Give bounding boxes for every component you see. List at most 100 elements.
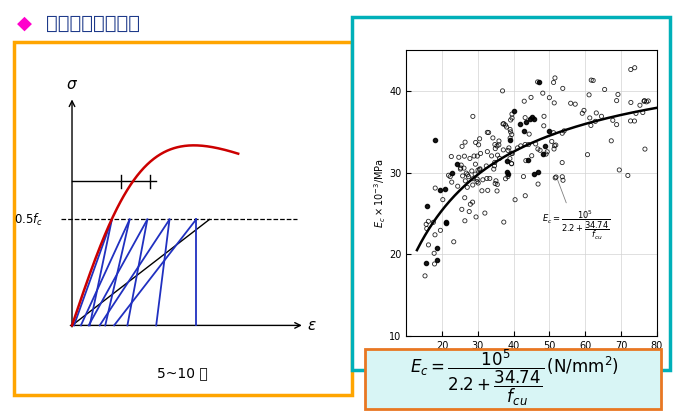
Point [430,137,441,144]
Point [582,151,593,158]
Point [462,171,473,178]
Point [462,184,473,191]
Point [591,110,602,116]
Point [548,146,559,152]
Point [445,173,456,180]
Point [464,155,475,162]
Point [437,196,448,203]
Point [482,187,493,194]
Point [459,194,470,201]
Point [486,152,497,159]
Point [500,176,511,182]
Point [611,121,622,128]
Text: $\varepsilon$: $\varepsilon$ [307,318,317,333]
Point [492,152,503,158]
Point [475,150,486,157]
Point [530,141,541,147]
Point [550,142,561,148]
Point [487,134,498,141]
Point [506,115,517,121]
Point [502,168,512,175]
Point [463,173,474,180]
Point [429,250,439,257]
Point [634,102,645,109]
Point [489,141,500,148]
Point [482,148,493,155]
Point [548,129,559,136]
Point [515,121,526,128]
Point [544,128,554,134]
Point [558,177,569,184]
Point [556,159,567,166]
Point [549,142,560,149]
Point [533,168,544,175]
Point [518,173,529,180]
Point [626,66,636,73]
Point [630,64,640,71]
Point [565,100,576,107]
Point [454,154,464,160]
Point [533,181,544,187]
Point [430,185,441,192]
Point [529,116,540,122]
Point [435,227,446,234]
Point [504,126,515,133]
Point [630,110,641,117]
Point [494,138,504,144]
Point [525,94,536,101]
Point [456,162,466,168]
FancyBboxPatch shape [352,17,670,370]
Point [611,97,622,104]
Point [461,170,472,176]
Point [497,87,508,94]
Point [429,260,440,267]
Point [504,144,515,151]
Point [502,158,512,164]
Point [607,117,618,123]
Point [521,157,531,164]
Point [473,142,484,148]
Point [548,79,559,86]
Point [512,144,523,151]
Point [492,143,502,150]
Point [477,176,488,183]
Point [446,170,457,177]
Point [626,99,636,106]
Point [557,85,568,92]
Point [474,166,485,173]
Point [507,150,518,157]
Point [452,183,463,189]
Point [451,160,462,167]
Point [535,147,546,154]
Point [459,153,470,160]
Point [596,113,607,120]
Point [539,113,550,120]
Point [520,192,531,199]
Point [460,139,471,145]
Point [470,171,481,178]
Point [506,131,517,138]
Point [440,219,451,226]
Point [519,128,529,135]
Point [559,128,569,134]
Point [506,160,517,167]
Point [443,172,454,178]
FancyBboxPatch shape [366,349,661,409]
Point [502,171,513,177]
Point [570,101,581,108]
Point [423,241,434,248]
Point [498,219,509,226]
Point [504,136,515,143]
Point [492,188,502,194]
Y-axis label: $E_c \times 10^{-3}$/MPa: $E_c \times 10^{-3}$/MPa [372,158,387,228]
Point [477,187,487,194]
Point [504,155,515,162]
Point [550,174,561,181]
Text: 弹性模量测定方法: 弹性模量测定方法 [46,13,140,33]
Point [420,221,431,228]
Point [473,167,483,173]
Point [533,146,544,152]
Point [524,131,535,137]
Point [550,173,561,180]
Point [519,98,529,105]
